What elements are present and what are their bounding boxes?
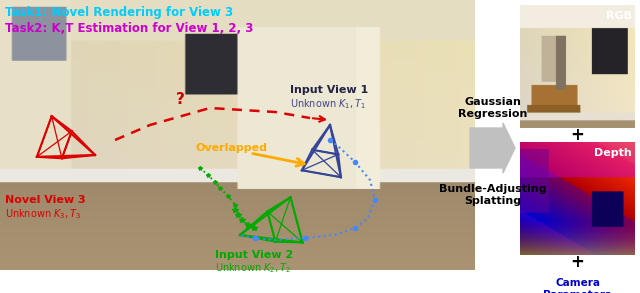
Text: Unknown $K_1,T_1$: Unknown $K_1,T_1$ [290,97,366,111]
Text: Task2: K,T Estimation for View 1, 2, 3: Task2: K,T Estimation for View 1, 2, 3 [5,22,253,35]
Text: Unknown $K_3,T_3$: Unknown $K_3,T_3$ [5,207,81,221]
Text: +: + [571,253,584,271]
Text: Task1: Novel Rendering for View 3: Task1: Novel Rendering for View 3 [5,6,233,19]
Text: Gaussian
Regression: Gaussian Regression [458,97,527,119]
Text: Unknown $K_2,T_2$: Unknown $K_2,T_2$ [215,261,291,275]
Text: RGB: RGB [606,11,632,21]
Text: Depth: Depth [595,148,632,158]
Text: Novel View 3: Novel View 3 [5,195,86,205]
Text: Camera
Parameters: Camera Parameters [543,278,612,293]
Text: ?: ? [175,93,184,108]
Text: +: + [571,126,584,144]
FancyArrow shape [470,123,515,173]
Text: Bundle-Adjusting
Splatting: Bundle-Adjusting Splatting [439,184,547,206]
Text: Overlapped: Overlapped [195,143,267,153]
Text: Input View 2: Input View 2 [215,250,293,260]
Text: Input View 1: Input View 1 [290,85,368,95]
